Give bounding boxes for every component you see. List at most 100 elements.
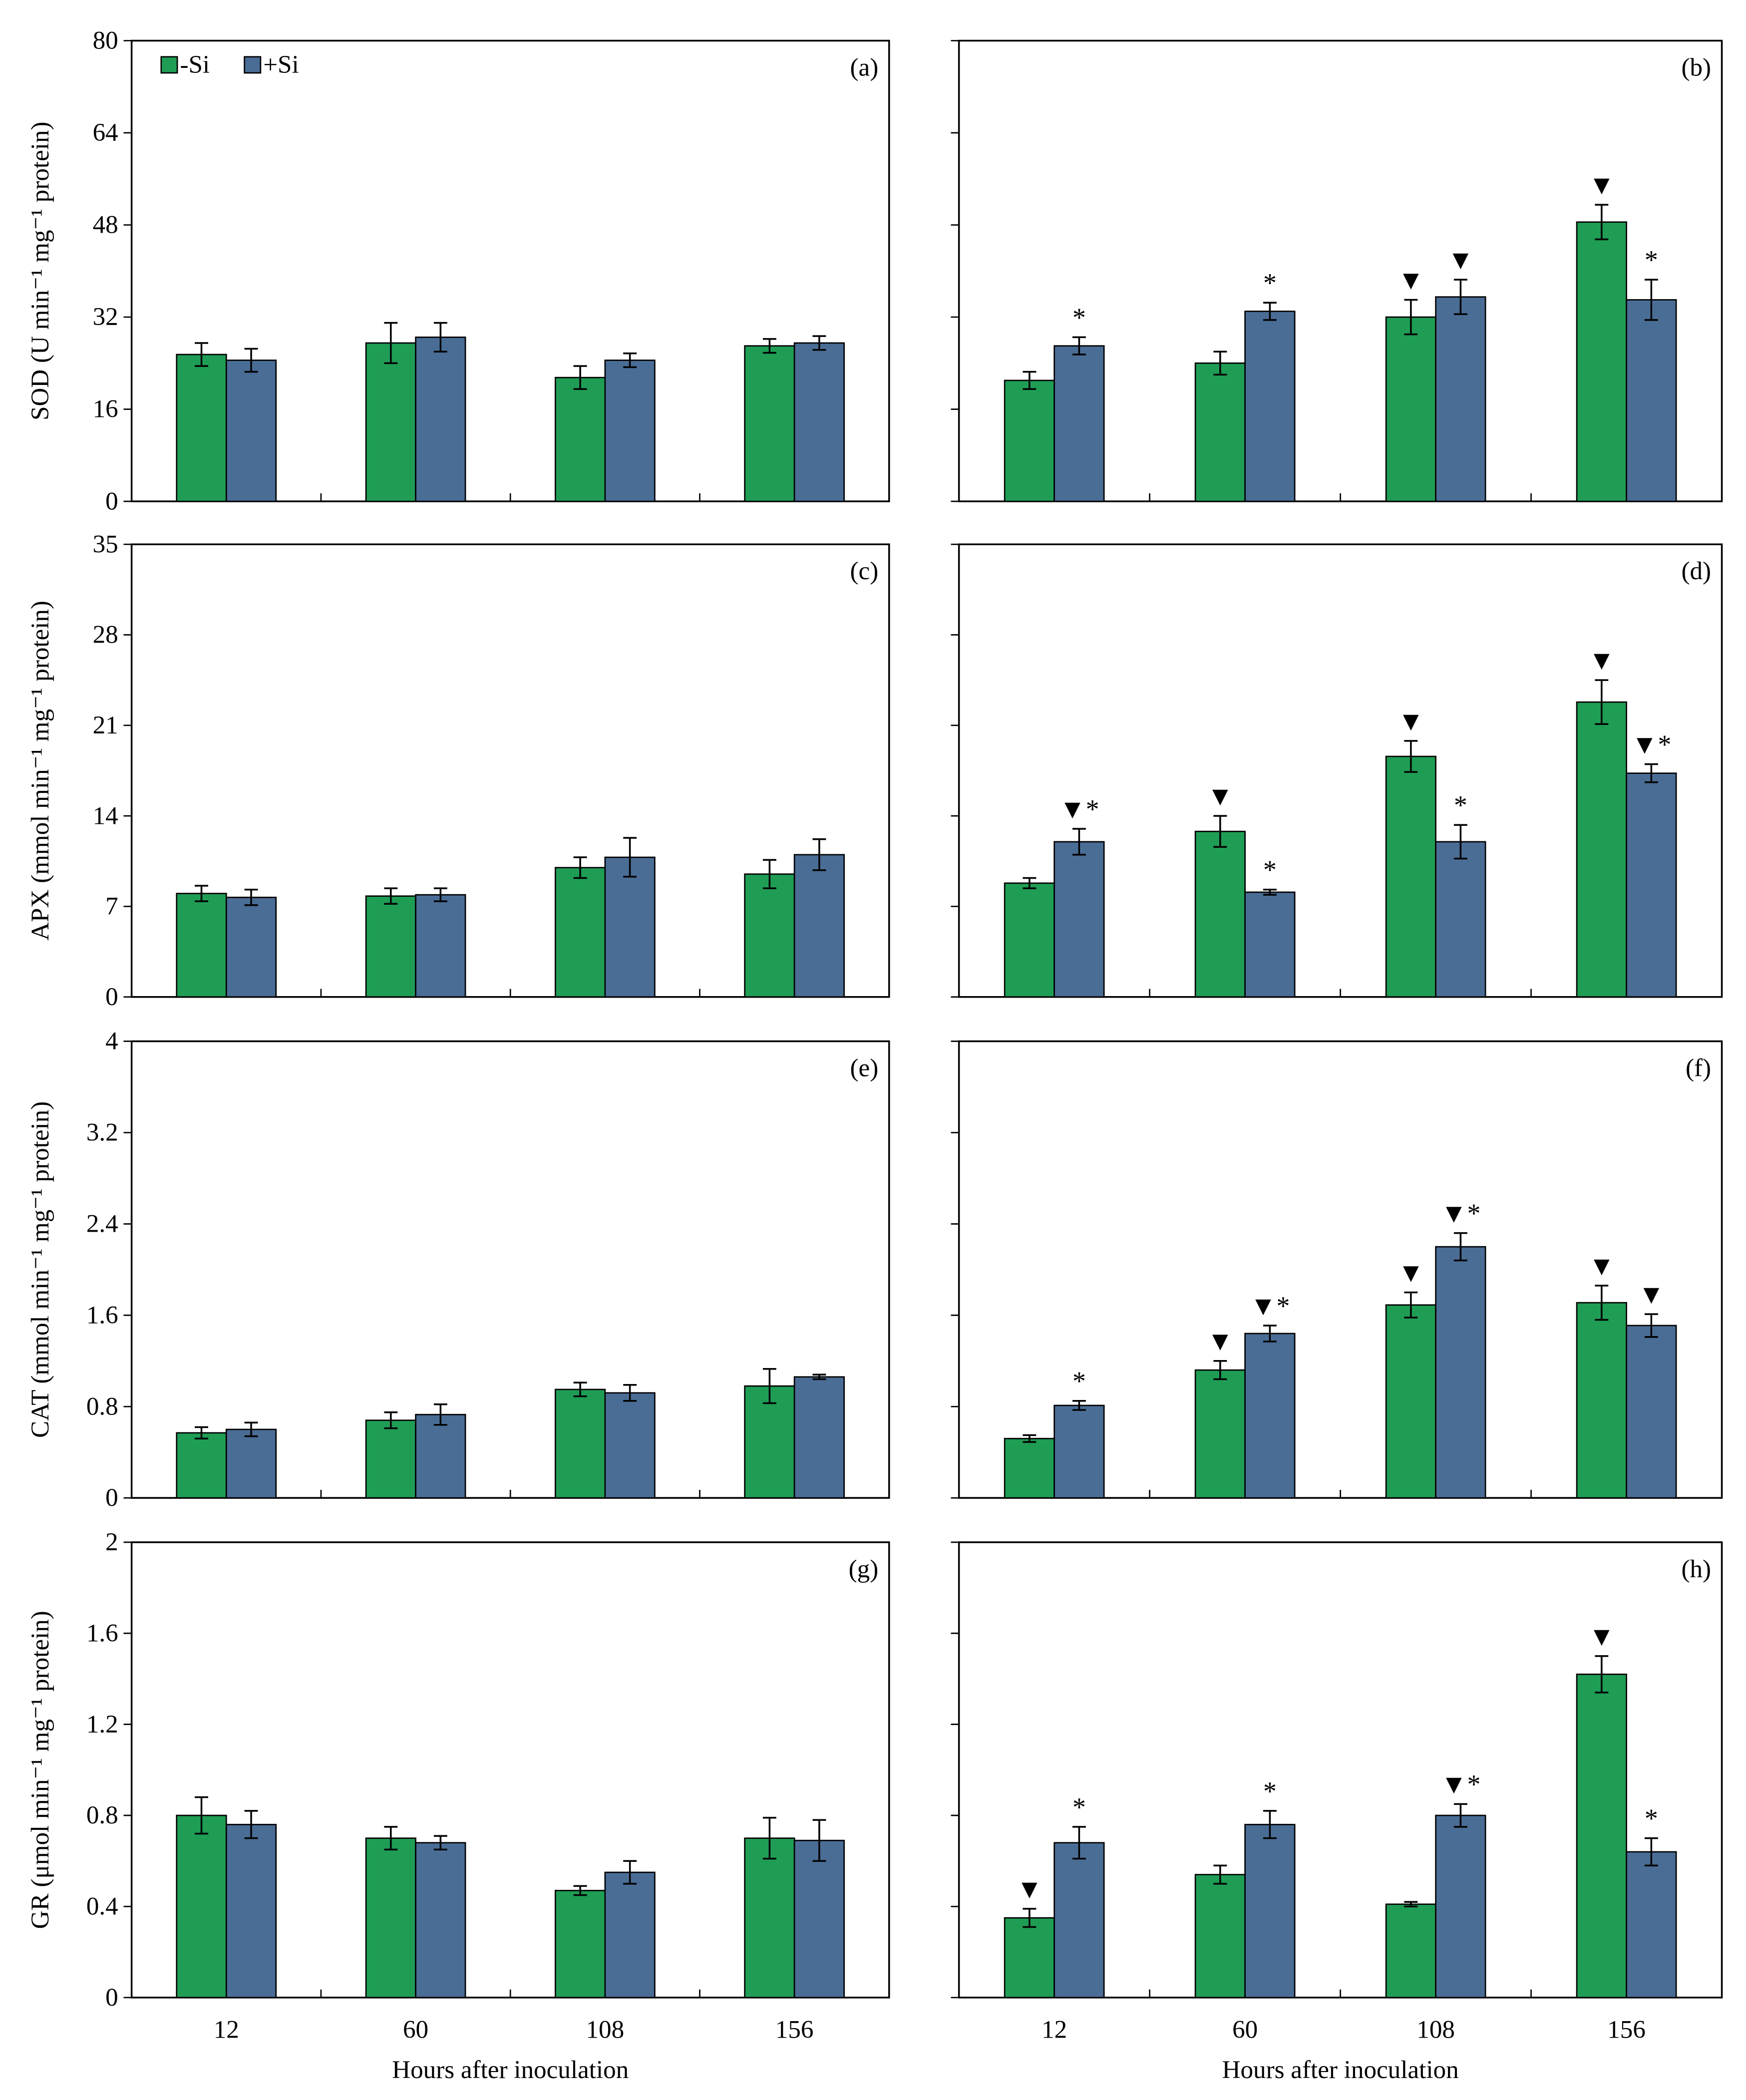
bar [1435, 1814, 1486, 1999]
y-tick-label: 0.8 [86, 1801, 118, 1829]
bar [604, 1871, 656, 1999]
significance-marker: * [1263, 1776, 1277, 1806]
bar [1194, 830, 1246, 998]
significance-marker: ▼ [1207, 781, 1233, 811]
significance-marker: ▼ [1588, 1251, 1615, 1281]
bar [1244, 311, 1296, 502]
bar [1385, 1304, 1436, 1499]
error-bar [1023, 877, 1037, 889]
bar [1626, 1851, 1677, 1999]
y-tick-label: 0 [105, 983, 118, 1011]
x-tick-label: 108 [1416, 2015, 1455, 2044]
significance-marker: ▼* [1250, 1291, 1290, 1321]
bar [1435, 296, 1486, 502]
bar [604, 359, 656, 502]
x-tick-label: 60 [1232, 2015, 1258, 2044]
y-tick-label: 28 [93, 621, 118, 649]
error-bar [1453, 824, 1467, 860]
bar [1053, 1842, 1105, 1999]
significance-marker: * [1645, 245, 1658, 275]
error-bar [573, 1382, 587, 1398]
error-bar [1263, 1810, 1277, 1839]
x-tick-label: 108 [586, 2015, 625, 2044]
y-tick-label: 0 [105, 1483, 118, 1512]
bar [1004, 379, 1055, 502]
bar [365, 1837, 416, 1999]
error-bar [1072, 828, 1086, 856]
y-tick-label: 0.8 [86, 1392, 118, 1420]
error-bar [433, 322, 447, 353]
significance-marker: * [1263, 855, 1277, 885]
panel-label: (d) [1681, 557, 1711, 585]
y-tick-label: 64 [93, 118, 118, 147]
error-bar [384, 1826, 398, 1851]
bar [1626, 299, 1677, 502]
error-bar [1213, 1864, 1227, 1885]
panel-label: (c) [850, 557, 879, 585]
significance-marker: ▼ [1397, 706, 1424, 736]
error-bar [762, 859, 776, 889]
error-bar [812, 1819, 826, 1862]
significance-marker: * [1454, 790, 1467, 820]
error-bar [1453, 279, 1467, 316]
significance-marker: * [1072, 1792, 1086, 1822]
error-bar [623, 837, 637, 878]
error-bar [623, 352, 637, 368]
error-bar [812, 335, 826, 351]
y-tick-label: 14 [93, 801, 118, 830]
bar [1194, 362, 1246, 502]
error-bar [812, 1374, 826, 1381]
error-bar [1263, 1325, 1277, 1343]
y-tick-label: 1.6 [86, 1619, 118, 1647]
significance-marker: ▼ [1447, 245, 1474, 275]
x-axis-label: Hours after inoculation [392, 2056, 629, 2084]
legend-label: +Si [263, 50, 299, 79]
bar [176, 353, 227, 502]
significance-marker: ▼* [1059, 794, 1099, 824]
error-bar [1595, 1655, 1609, 1694]
y-tick-label: 2.4 [86, 1209, 118, 1238]
significance-marker: ▼ [1638, 1279, 1665, 1309]
error-bar [1644, 1837, 1658, 1867]
y-tick-label: 16 [93, 395, 118, 423]
panel-label: (e) [850, 1053, 879, 1082]
bar [1053, 841, 1105, 998]
bar [225, 359, 277, 502]
bar [554, 376, 606, 502]
bar [1004, 882, 1055, 998]
bar [365, 1419, 416, 1499]
panel-label: (h) [1681, 1555, 1711, 1583]
y-tick-label: 0.4 [86, 1892, 118, 1921]
bar [1053, 345, 1105, 502]
bar [1385, 316, 1436, 502]
error-bar [433, 1835, 447, 1851]
bar [1004, 1917, 1055, 1999]
y-tick-label: 35 [93, 530, 118, 558]
bar [365, 342, 416, 502]
bar [744, 873, 795, 998]
y-axis-label: CAT (mmol min⁻¹ mg⁻¹ protein) [26, 1101, 54, 1438]
error-bar [1453, 1232, 1467, 1262]
error-bar [1213, 350, 1227, 376]
error-bar [1404, 1291, 1418, 1319]
bar [1626, 1325, 1677, 1499]
error-bar [573, 856, 587, 879]
bar [554, 1389, 606, 1499]
bar [415, 1842, 466, 1999]
bar [1435, 1246, 1486, 1499]
bar [1576, 221, 1627, 502]
bar [176, 1432, 227, 1499]
panel-label: (b) [1681, 53, 1711, 81]
error-bar [1404, 299, 1418, 336]
error-bar [1644, 763, 1658, 783]
error-bar [623, 1860, 637, 1885]
bar [225, 1428, 277, 1499]
bar [1576, 701, 1627, 998]
bar [176, 893, 227, 998]
bar [415, 894, 466, 998]
error-bar [244, 348, 258, 373]
bar [744, 1837, 795, 1999]
y-tick-label: 48 [93, 211, 118, 239]
y-tick-label: 32 [93, 303, 118, 331]
error-bar [384, 887, 398, 905]
